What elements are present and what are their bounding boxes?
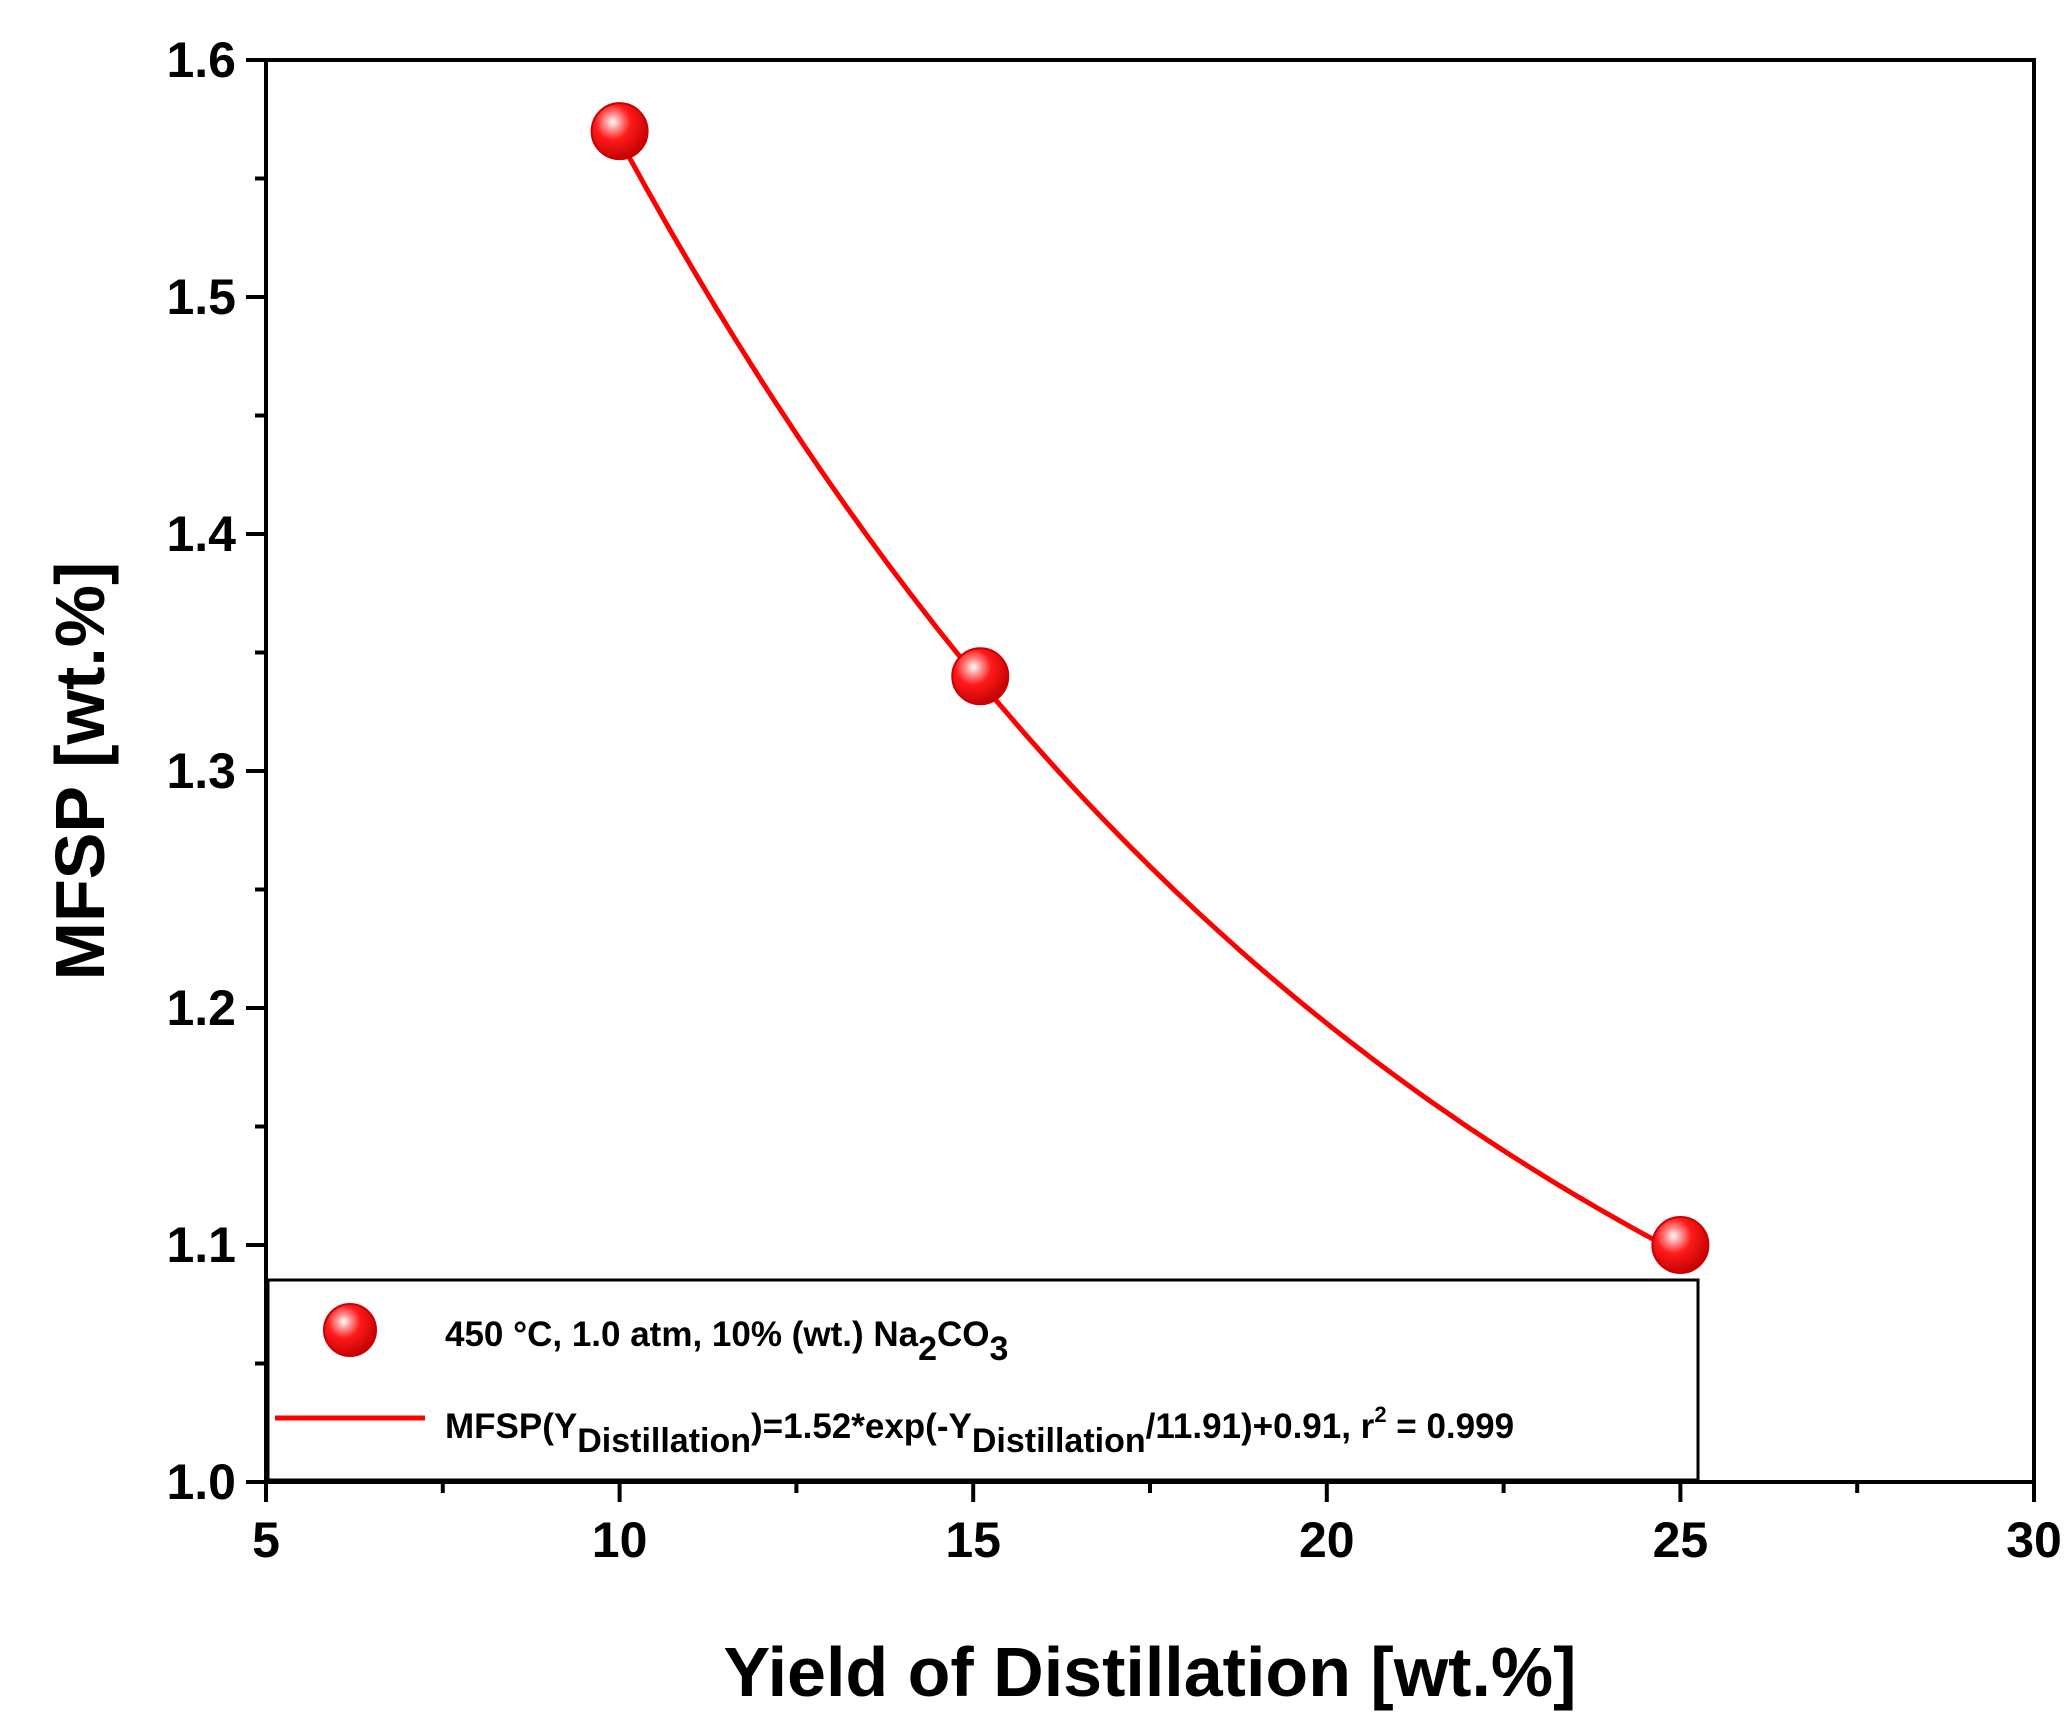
y-tick-label: 1.1 <box>166 1217 236 1273</box>
y-tick-label: 1.5 <box>166 269 236 325</box>
data-points <box>590 102 1710 1274</box>
y-tick-label: 1.4 <box>166 506 236 562</box>
plot-frame <box>264 58 2036 1484</box>
y-tick-label: 1.6 <box>166 32 236 88</box>
y-tick-label: 1.0 <box>166 1454 236 1510</box>
x-axis-title: Yield of Distillation [wt.%] <box>724 1633 1577 1711</box>
x-tick-label: 15 <box>945 1512 1001 1568</box>
x-tick-label: 5 <box>252 1512 280 1568</box>
legend-label-scatter: 450 °C, 1.0 atm, 10% (wt.) Na2CO3 <box>445 1315 1008 1368</box>
x-tick-label: 30 <box>2006 1512 2062 1568</box>
data-point <box>1651 1216 1710 1274</box>
y-tick-label: 1.2 <box>166 980 236 1036</box>
x-tick-label: 25 <box>1653 1512 1709 1568</box>
x-axis-tick-labels: 5 10 15 20 25 30 <box>252 1512 2062 1568</box>
x-axis-ticks <box>264 1482 2036 1502</box>
y-tick-label: 1.3 <box>166 743 236 799</box>
data-point <box>951 647 1010 706</box>
legend-box <box>266 1278 1700 1482</box>
data-point <box>590 102 649 161</box>
y-axis-tick-labels: 1.0 1.1 1.2 1.3 1.4 1.5 1.6 <box>166 32 236 1510</box>
fit-curve-line <box>617 138 1682 1257</box>
x-tick-label: 20 <box>1299 1512 1355 1568</box>
y-axis-ticks <box>246 58 266 1484</box>
legend-marker-scatter <box>323 1303 377 1357</box>
legend-label-fit: MFSP(YDistillation)=1.52*exp(-YDistillat… <box>445 1402 1514 1460</box>
legend: 450 °C, 1.0 atm, 10% (wt.) Na2CO3 MFSP(Y… <box>266 1278 1700 1482</box>
y-axis-title: MFSP [wt.%] <box>41 562 119 981</box>
x-tick-label: 10 <box>592 1512 648 1568</box>
